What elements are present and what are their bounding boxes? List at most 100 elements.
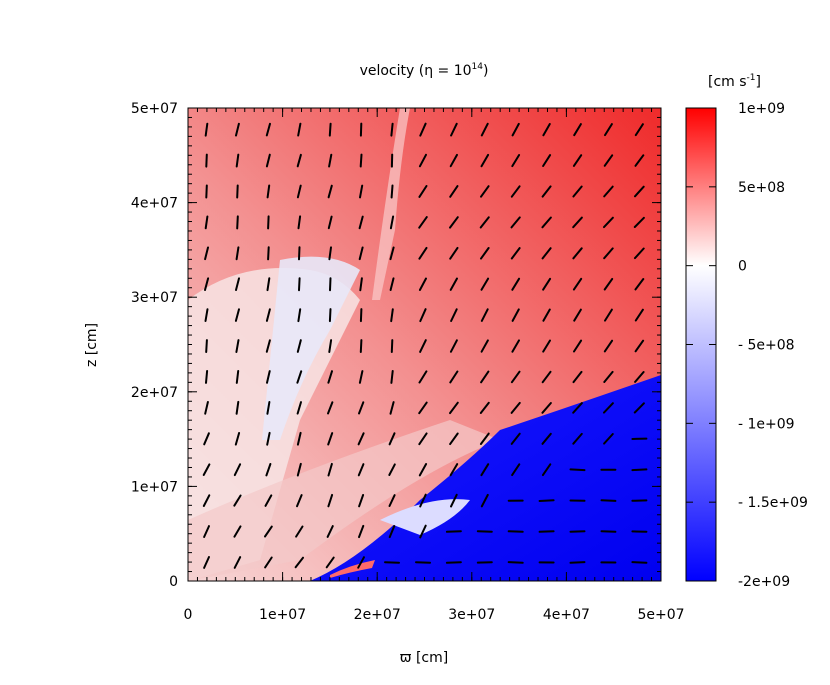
- velocity-vector: [389, 215, 395, 230]
- velocity-vector: [418, 277, 427, 291]
- velocity-vector: [267, 246, 270, 261]
- y-tick-label: 2e+07: [131, 385, 178, 401]
- velocity-vector: [233, 494, 242, 507]
- velocity-vector: [634, 308, 644, 322]
- velocity-vector: [296, 401, 302, 415]
- velocity-vector: [634, 185, 645, 198]
- velocity-vector: [445, 561, 462, 564]
- velocity-vector: [296, 431, 302, 446]
- velocity-vector: [511, 339, 520, 353]
- velocity-vector: [604, 123, 613, 137]
- velocity-vector: [511, 308, 520, 322]
- velocity-vector: [327, 401, 334, 415]
- velocity-vector: [419, 524, 427, 539]
- velocity-vector: [418, 432, 428, 446]
- velocity-vector: [418, 463, 428, 477]
- velocity-vector: [603, 216, 614, 229]
- velocity-vector: [480, 153, 490, 168]
- velocity-vector: [388, 463, 396, 476]
- velocity-vector: [297, 215, 302, 230]
- velocity-vector: [296, 370, 303, 384]
- colorbar-tick-label: - 5e+08: [738, 338, 795, 354]
- velocity-vector: [603, 185, 614, 198]
- velocity-vector: [390, 308, 394, 323]
- velocity-vector: [388, 525, 396, 539]
- colorbar-tick-label: 5e+08: [738, 180, 785, 196]
- velocity-vector: [329, 277, 332, 292]
- y-tick-label: 1e+07: [131, 479, 178, 495]
- velocity-vector: [235, 339, 240, 353]
- velocity-vector: [480, 370, 490, 384]
- velocity-vector: [233, 556, 242, 569]
- velocity-vector: [358, 370, 364, 384]
- velocity-vector: [265, 153, 271, 168]
- velocity-vector: [634, 278, 645, 291]
- velocity-vector: [235, 246, 240, 261]
- velocity-vector: [572, 154, 583, 167]
- velocity-vector: [569, 561, 586, 564]
- velocity-vector: [359, 153, 363, 168]
- velocity-vector: [204, 401, 209, 415]
- velocity-vector: [510, 432, 521, 445]
- velocity-vector: [418, 246, 428, 260]
- velocity-vector: [388, 494, 396, 507]
- velocity-vector: [449, 153, 458, 168]
- velocity-vector: [204, 308, 209, 322]
- velocity-vector: [542, 277, 552, 291]
- velocity-vector: [480, 339, 489, 353]
- y-axis-ticks: 0 1e+07 2e+07 3e+07 4e+07 5e+07: [131, 101, 661, 590]
- velocity-vector: [450, 308, 458, 322]
- velocity-vector: [265, 463, 272, 477]
- velocity-vector: [480, 463, 490, 477]
- velocity-vector: [510, 247, 521, 260]
- velocity-vector: [327, 370, 333, 384]
- velocity-vector: [541, 185, 552, 198]
- velocity-vector: [541, 402, 552, 414]
- velocity-vector: [358, 246, 364, 261]
- y-tick-label: 5e+07: [131, 101, 178, 117]
- velocity-vector: [415, 561, 431, 564]
- title-close: ): [483, 63, 488, 79]
- x-tick-label: 3e+07: [448, 607, 495, 623]
- x-tick-label: 2e+07: [354, 607, 401, 623]
- velocity-vector: [358, 401, 365, 415]
- velocity-vector: [419, 308, 427, 323]
- velocity-vector: [603, 433, 614, 445]
- velocity-vector: [235, 370, 240, 384]
- colorbar-tick-label: -2e+09: [738, 574, 790, 590]
- velocity-vector: [267, 215, 270, 230]
- velocity-vector: [205, 153, 208, 168]
- velocity-vector: [449, 185, 459, 198]
- velocity-vector: [480, 493, 489, 508]
- velocity-vector: [295, 525, 304, 538]
- velocity-vector: [296, 184, 302, 199]
- y-tick-label: 3e+07: [131, 290, 178, 306]
- velocity-vector: [538, 499, 555, 502]
- velocity-vector: [357, 463, 365, 477]
- velocity-vector: [603, 339, 614, 353]
- velocity-vector: [204, 246, 209, 261]
- velocity-vector: [572, 432, 583, 445]
- velocity-vector: [480, 247, 490, 260]
- velocity-vector: [445, 530, 462, 533]
- velocity-vector: [511, 154, 521, 168]
- velocity-vector: [479, 401, 490, 414]
- velocity-vector: [634, 339, 645, 353]
- velocity-vector: [634, 247, 645, 260]
- velocity-vector: [603, 277, 614, 291]
- velocity-vector: [603, 402, 614, 414]
- velocity-vector: [327, 215, 333, 230]
- velocity-vector: [296, 153, 302, 168]
- colorbar-label-main: [cm s: [708, 74, 747, 90]
- velocity-vector: [480, 185, 490, 198]
- velocity-vector: [600, 530, 617, 533]
- velocity-vector: [390, 370, 394, 384]
- x-tick-label: 4e+07: [543, 607, 590, 623]
- velocity-vector: [418, 370, 428, 384]
- velocity-vector: [389, 277, 395, 291]
- velocity-vector: [266, 370, 271, 384]
- x-axis-ticks: 0 1e+07 2e+07 3e+07 4e+07 5e+07: [184, 108, 685, 623]
- velocity-vector: [328, 153, 333, 168]
- velocity-vector: [419, 493, 427, 508]
- velocity-vector: [266, 401, 271, 415]
